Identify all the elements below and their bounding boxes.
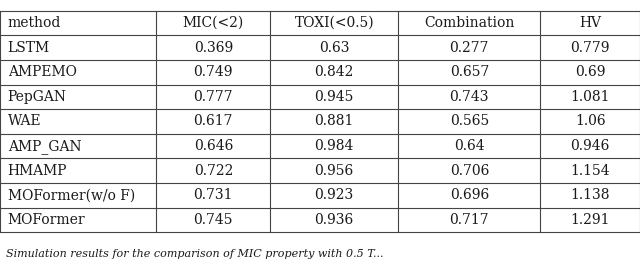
Text: Simulation results for the comparison of MIC property with 0.5 T...: Simulation results for the comparison of… <box>6 249 384 259</box>
Text: 0.646: 0.646 <box>194 139 233 153</box>
Text: 0.722: 0.722 <box>194 164 233 178</box>
Text: 0.717: 0.717 <box>449 213 489 227</box>
Text: TOXI(<0.5): TOXI(<0.5) <box>294 16 374 30</box>
Text: 0.946: 0.946 <box>570 139 610 153</box>
Text: 0.956: 0.956 <box>315 164 354 178</box>
Text: 0.369: 0.369 <box>194 41 233 55</box>
Text: 0.696: 0.696 <box>450 188 489 202</box>
Text: 1.291: 1.291 <box>570 213 610 227</box>
Text: 0.749: 0.749 <box>193 65 233 79</box>
Text: 1.138: 1.138 <box>570 188 610 202</box>
Text: 0.731: 0.731 <box>193 188 233 202</box>
Text: 0.745: 0.745 <box>193 213 233 227</box>
Text: 0.69: 0.69 <box>575 65 605 79</box>
Text: 0.277: 0.277 <box>449 41 489 55</box>
Text: MIC(<2): MIC(<2) <box>182 16 244 30</box>
Text: Combination: Combination <box>424 16 515 30</box>
Text: 0.657: 0.657 <box>450 65 489 79</box>
Text: MOFormer: MOFormer <box>8 213 85 227</box>
Text: LSTM: LSTM <box>8 41 50 55</box>
Text: MOFormer(w/o F): MOFormer(w/o F) <box>8 188 135 202</box>
Text: PepGAN: PepGAN <box>8 90 67 104</box>
Text: 1.154: 1.154 <box>570 164 610 178</box>
Text: 0.63: 0.63 <box>319 41 349 55</box>
Text: 0.743: 0.743 <box>449 90 489 104</box>
Text: method: method <box>8 16 61 30</box>
Text: 0.881: 0.881 <box>314 115 354 128</box>
Text: 0.779: 0.779 <box>570 41 610 55</box>
Text: 0.842: 0.842 <box>314 65 354 79</box>
Text: 1.06: 1.06 <box>575 115 605 128</box>
Text: 0.936: 0.936 <box>315 213 354 227</box>
Text: 0.565: 0.565 <box>450 115 489 128</box>
Text: 0.706: 0.706 <box>450 164 489 178</box>
Text: AMPEMO: AMPEMO <box>8 65 77 79</box>
Text: 0.617: 0.617 <box>193 115 233 128</box>
Text: 0.945: 0.945 <box>314 90 354 104</box>
Text: 1.081: 1.081 <box>570 90 610 104</box>
Text: HV: HV <box>579 16 601 30</box>
Text: 0.923: 0.923 <box>315 188 354 202</box>
Text: 0.777: 0.777 <box>193 90 233 104</box>
Text: 0.64: 0.64 <box>454 139 484 153</box>
Text: WAE: WAE <box>8 115 42 128</box>
Text: 0.984: 0.984 <box>314 139 354 153</box>
Text: HMAMP: HMAMP <box>8 164 67 178</box>
Text: AMP_GAN: AMP_GAN <box>8 139 81 154</box>
